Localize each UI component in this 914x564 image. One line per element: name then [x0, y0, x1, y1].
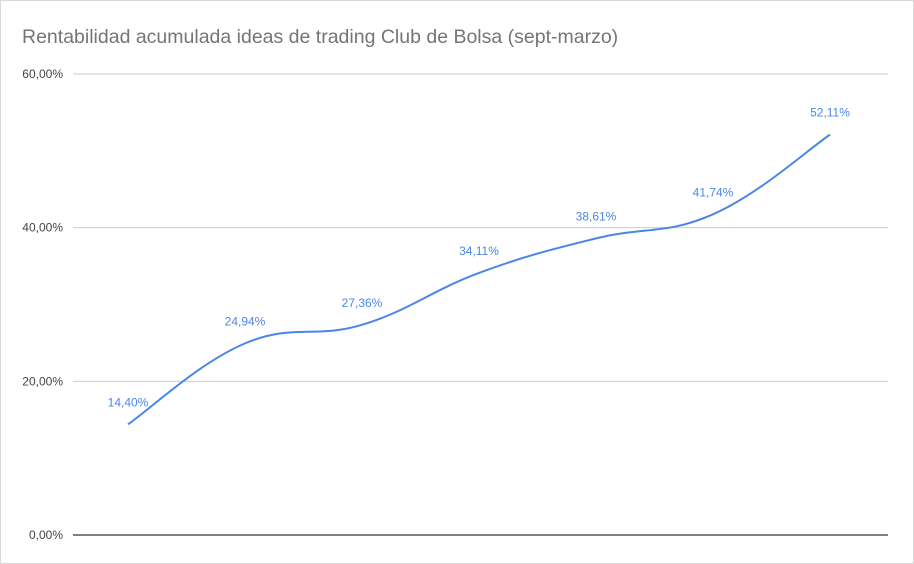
y-tick-label: 0,00%: [29, 528, 63, 542]
data-label: 24,94%: [225, 314, 266, 328]
y-tick-label: 60,00%: [22, 67, 63, 81]
chart-title: Rentabilidad acumulada ideas de trading …: [22, 26, 619, 48]
data-label: 34,11%: [459, 244, 499, 258]
data-label: 41,74%: [693, 185, 734, 199]
y-tick-label: 40,00%: [22, 221, 63, 235]
data-label: 38,61%: [576, 209, 617, 223]
data-label: 14,40%: [108, 395, 149, 409]
y-axis-ticks: 0,00% 20,00% 40,00% 60,00%: [22, 67, 63, 542]
data-label: 52,11%: [810, 106, 850, 120]
data-label: 27,36%: [342, 296, 383, 310]
data-labels: 14,40% 24,94% 27,36% 34,11% 38,61% 41,74% 52,1…: [108, 106, 851, 410]
series-line: [127, 133, 831, 426]
y-tick-label: 20,00%: [22, 374, 63, 388]
gridlines: [73, 73, 888, 536]
